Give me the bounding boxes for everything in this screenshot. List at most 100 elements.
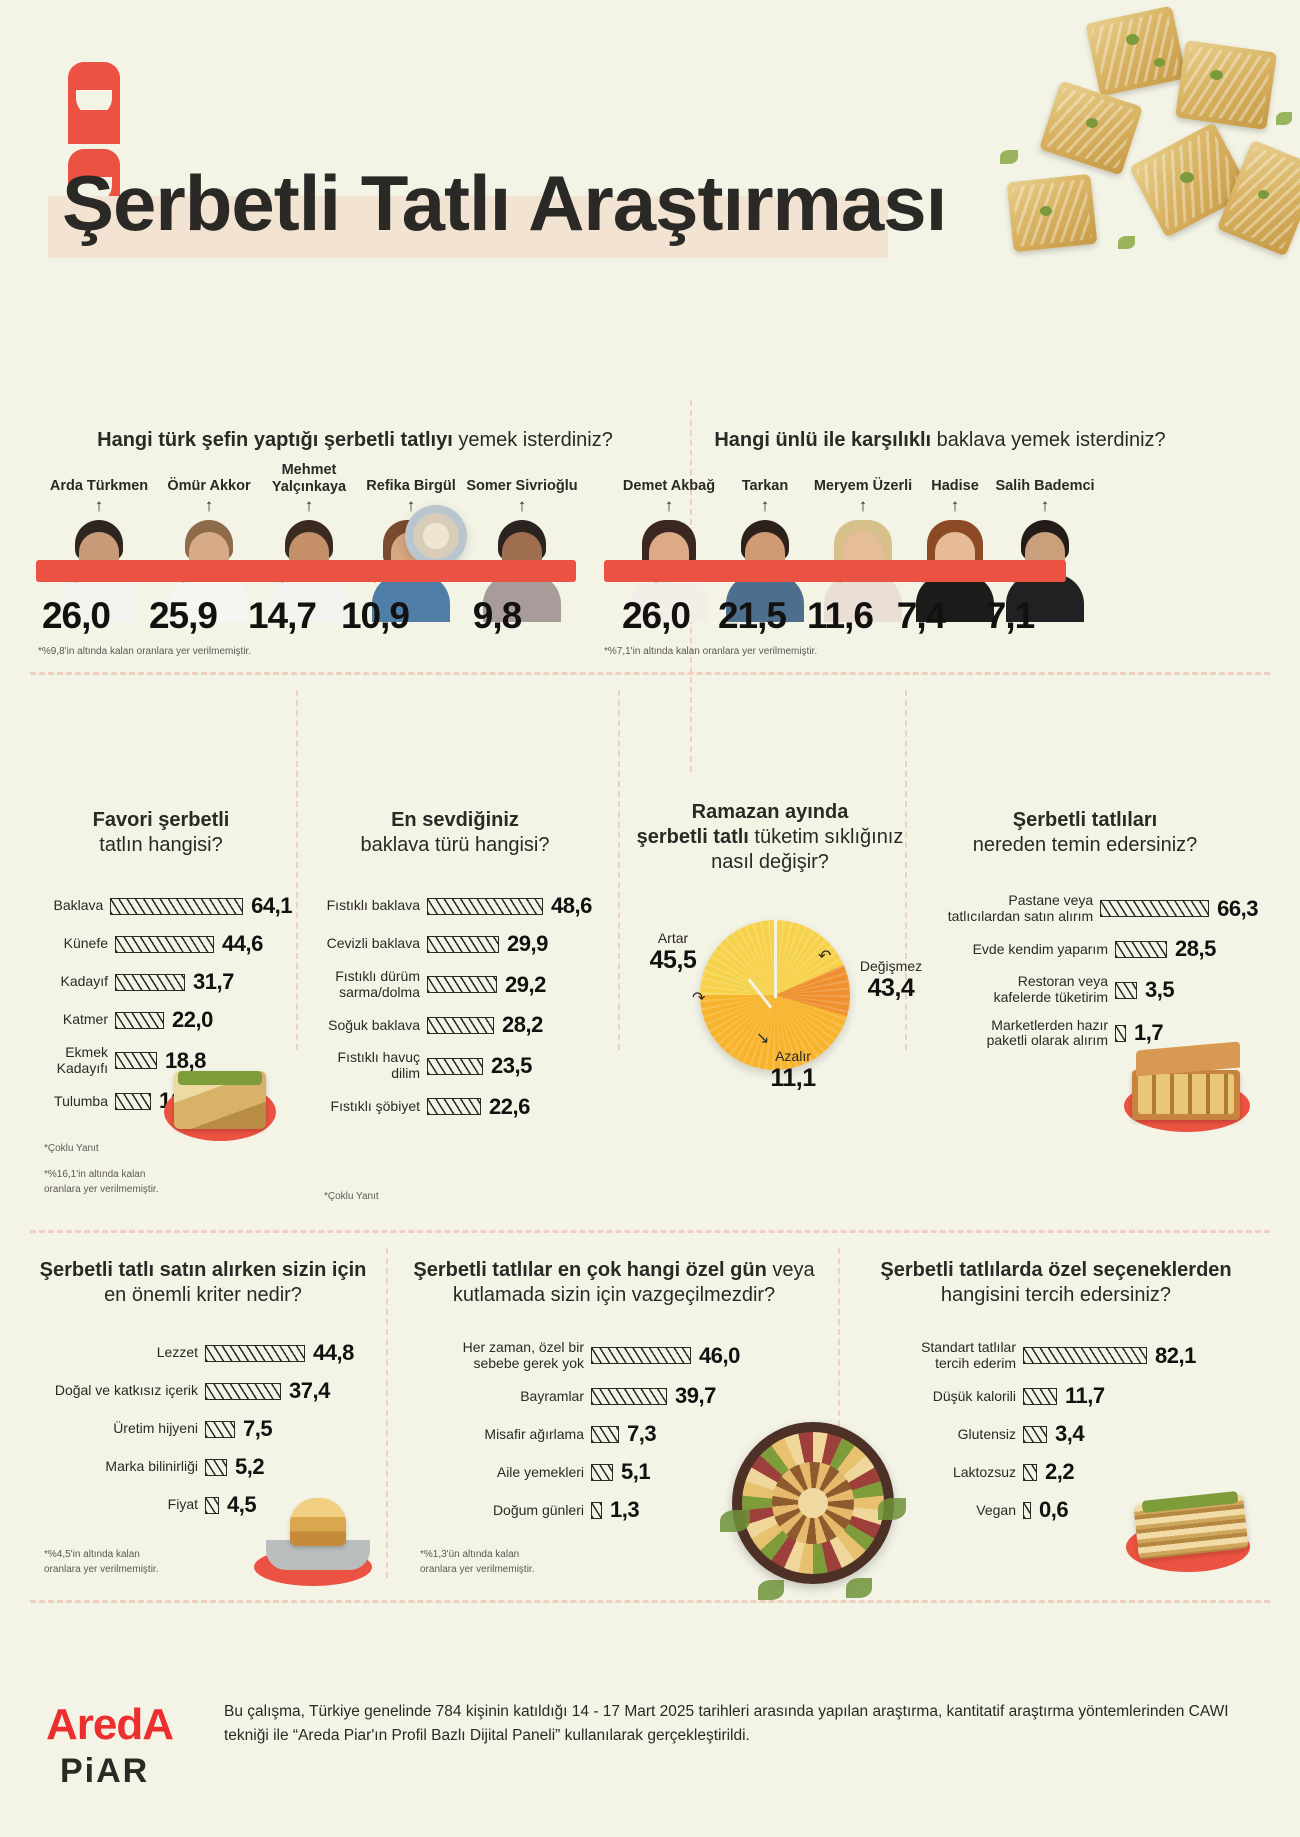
avatar — [1004, 516, 1086, 622]
logo-areda: AredA — [46, 1700, 174, 1749]
bar-value: 18,8 — [165, 1047, 206, 1073]
bar-row: Restoran veya kafelerde tüketirim 3,5 — [993, 973, 1175, 1006]
bar-value: 44,8 — [313, 1340, 354, 1365]
avatar — [268, 516, 350, 623]
footnote-baklava: *Çoklu Yanıt — [324, 1191, 379, 1202]
bar-row: Fıstıklı baklava 48,6 — [326, 893, 593, 918]
pointer-arrow-icon: ↑ — [517, 495, 527, 515]
bar-row: Pastane veya tatlıcılardan satın alırım 6… — [947, 892, 1259, 924]
pie-arrow-azalir-icon: ↘ — [756, 1030, 770, 1047]
bar-row: Katmer 22,0 — [62, 1007, 213, 1032]
divider-row-3 — [30, 1600, 1270, 1603]
bar-row: Vegan 0,6 — [976, 1497, 1069, 1523]
celeb-value-1: 21,5 — [717, 595, 787, 636]
chart-title-ozelsecenek: Şerbetli tatlılarda özel seçeneklerden h… — [856, 1258, 1256, 1308]
quote-mark-icon — [68, 62, 188, 231]
bar-value: 11,7 — [1065, 1383, 1105, 1409]
bar-row: Lezzet 44,8 — [156, 1340, 355, 1365]
bar-value: 46,0 — [699, 1342, 740, 1368]
question-chefs-light: yemek isterdiniz? — [452, 429, 613, 451]
person-name: Arda Türkmen — [49, 478, 149, 494]
bar-secenek-0 — [1023, 1347, 1147, 1365]
bar-secenek-4 — [1023, 1501, 1031, 1519]
bar-value: 0,6 — [1039, 1497, 1069, 1523]
chart-title-ramazan: Ramazan ayında şerbetli tatlı tüketim sı… — [630, 800, 910, 875]
bar-value: 44,6 — [222, 931, 263, 956]
bar-baklava-5 — [427, 1098, 481, 1116]
bar-secenek-1 — [1023, 1387, 1057, 1405]
bar-row: Doğum günleri 1,3 — [492, 1497, 640, 1523]
bar-row: Kadayıf 31,7 — [60, 969, 235, 994]
bar-value: 28,5 — [1175, 936, 1216, 962]
bar-baklava-4 — [427, 1057, 483, 1075]
bar-value: 66,3 — [1217, 895, 1258, 921]
chart-title-temin-bold: Şerbetli tatlıları — [1012, 809, 1158, 831]
bar-row: Standart tatlılar tercih ederim 82,1 — [921, 1339, 1196, 1371]
footnote-ozelgun: *%1,3'ün altında kalan oranlara yer veri… — [420, 1549, 535, 1575]
chef-pointer-4 — [485, 567, 509, 583]
bar-kriter-3 — [205, 1458, 227, 1476]
pointer-arrow-icon: ↑ — [950, 495, 960, 515]
bar-value: 22,0 — [172, 1007, 213, 1032]
question-chefs-bold: Hangi türk şefin yaptığı şerbetli tatlıy… — [97, 429, 453, 451]
chart-baklava-turu: Fıstıklı baklava 48,6 Cevizli baklava 29,9… — [308, 893, 608, 1132]
chart-title-favori-bold: Favori şerbetli — [92, 809, 230, 831]
hand-dessert-art — [246, 1480, 386, 1590]
chart-title-ramazan-4: nasıl değişir? — [711, 851, 829, 873]
baklava-decoration-top — [880, 0, 1300, 300]
pie-label-azalir: Azalır 11,1 — [770, 1048, 816, 1092]
bar-row: Fıstıklı şöbiyet 22,6 — [330, 1093, 531, 1119]
chart-title-favori-light: tatlın hangisi? — [99, 834, 223, 856]
bar-favori-4 — [115, 1052, 157, 1070]
bar-value: 82,1 — [1155, 1342, 1196, 1368]
bar-value: 4,5 — [227, 1492, 257, 1517]
celeb-footnote: *%7,1'in altında kalan oranlara yer veri… — [604, 646, 818, 657]
bar-row: Ekmek Kadayıfı 18,8 — [56, 1044, 207, 1076]
celeb-value-4: 7,1 — [985, 595, 1035, 636]
divider-mid-2 — [618, 690, 620, 1050]
celeb-pointer-4 — [1002, 567, 1026, 583]
chef-value-0: 26,0 — [41, 595, 111, 636]
chef-value-4: 9,8 — [472, 595, 522, 636]
layered-baklava-art — [1120, 1470, 1260, 1580]
bar-kriter-4 — [205, 1496, 219, 1514]
question-celebs-light: baklava yemek isterdiniz? — [931, 429, 1166, 451]
bar-ozelgun-2 — [591, 1425, 619, 1443]
chef-pointer-1 — [171, 567, 195, 583]
chef-pointer-0 — [64, 567, 88, 583]
chef-pointer-3 — [363, 567, 387, 583]
chart-title-ozelgun-light2: kutlamada sizin için vazgeçilmezdir? — [452, 1284, 776, 1306]
bar-value: 22,6 — [489, 1093, 530, 1119]
chart-title-kriter: Şerbetli tatlı satın alırken sizin için … — [28, 1258, 378, 1308]
bar-row: Fiyat 4,5 — [167, 1492, 257, 1517]
chef-value-3: 10,9 — [340, 595, 410, 636]
person-celeb-4: Salih Bademci ↑ — [980, 478, 1110, 622]
bar-value: 39,7 — [675, 1383, 716, 1409]
bar-favori-0 — [110, 897, 244, 915]
bar-row: Her zaman, özel bir sebebe gerek yok 46,0 — [462, 1339, 741, 1371]
chart-ozelsecenek: Standart tatlılar tercih ederim 82,1 Düşü… — [856, 1339, 1256, 1535]
chart-title-ozelgun-bold: Şerbetli tatlılar en çok hangi özel gün — [413, 1259, 767, 1281]
bar-row: Fıstıklı havuç dilim 23,5 — [337, 1049, 533, 1082]
bar-value: 48,6 — [551, 893, 592, 918]
chart-title-ramazan-3: tüketim sıklığınız — [748, 826, 904, 848]
bar-row: Baklava 64,1 — [53, 893, 292, 918]
celeb-pointer-2 — [828, 567, 852, 583]
bar-value: 3,4 — [1055, 1421, 1085, 1447]
bar-value: 23,5 — [491, 1053, 532, 1079]
bar-value: 29,2 — [505, 971, 546, 997]
bar-value: 3,5 — [1145, 977, 1175, 1003]
bar-value: 5,1 — [621, 1459, 651, 1485]
chef-footnote: *%9,8'in altında kalan oranlara yer veri… — [38, 646, 252, 657]
footer-text: Bu çalışma, Türkiye genelinde 784 kişini… — [224, 1703, 1229, 1745]
pie-arrow-artar-icon: ↷ — [692, 990, 706, 1007]
bar-row: Marketlerden hazır paketli olarak alırım… — [986, 1016, 1164, 1049]
pie-separator-1 — [774, 920, 777, 998]
bar-row: Glutensiz 3,4 — [957, 1421, 1085, 1447]
celeb-pointer-0 — [644, 567, 668, 583]
bar-temin-3 — [1115, 1024, 1126, 1042]
pointer-arrow-icon: ↑ — [304, 496, 314, 516]
bar-row: Laktozsuz 2,2 — [952, 1459, 1075, 1485]
chef-pointer-2 — [270, 567, 294, 583]
person-name: Mehmet Yalçınkaya — [271, 462, 347, 495]
